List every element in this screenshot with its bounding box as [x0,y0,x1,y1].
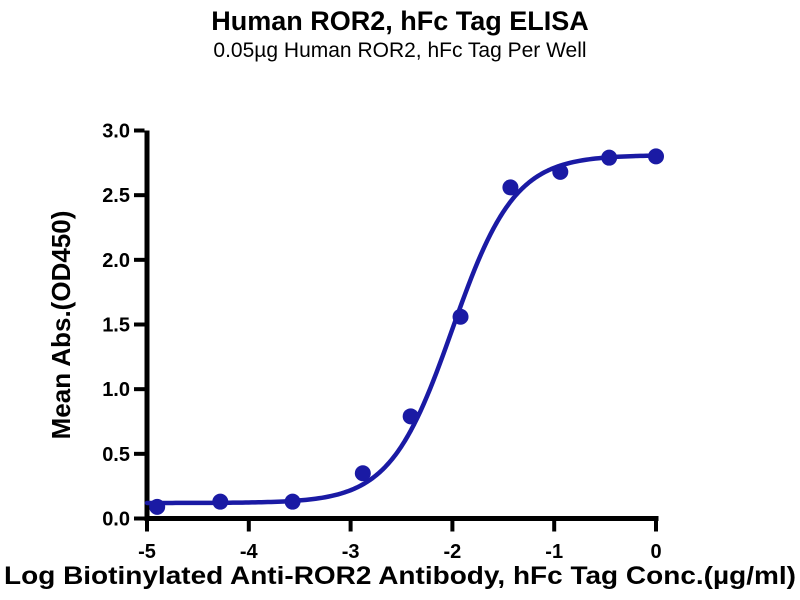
data-point [402,408,419,425]
data-point [212,493,229,510]
data-point [354,465,371,482]
x-tick-label: 0 [650,541,661,563]
data-point [601,149,618,166]
y-axis-label: Mean Abs.(OD450) [46,211,76,440]
axes [144,130,659,521]
data-point [284,493,301,510]
y-tick-label: 1.0 [102,379,130,401]
y-tick-label: 2.5 [102,185,130,207]
x-tick-label: -5 [138,541,156,563]
fit-curve-layer [144,153,659,506]
x-tick-label: -2 [444,541,462,563]
y-tick-label: 0.0 [102,509,130,531]
data-point [149,498,166,515]
y-tick-label: 1.5 [102,315,130,337]
x-axis-label: Log Biotinylated Anti-ROR2 Antibody, hFc… [4,562,796,590]
chart-title: Human ROR2, hFc Tag ELISA [211,6,589,36]
fit-curve [144,153,659,506]
data-point [452,308,469,325]
x-tick-label: -1 [545,541,563,563]
data-point [648,148,664,165]
y-tick-label: 3.0 [102,121,130,143]
data-point [552,163,569,180]
data-point [502,179,519,196]
data-points-layer [149,148,664,515]
x-tick-label: -3 [342,541,360,563]
y-tick-label: 0.5 [102,444,130,466]
chart-subtitle: 0.05µg Human ROR2, hFc Tag Per Well [213,39,586,62]
x-tick-label: -4 [240,541,259,563]
y-tick-label: 2.0 [102,250,130,272]
tick-marks-and-labels: -5 -4 -3 -2 -1 0 0.0 0.5 1.0 1.5 2.0 2.5 3.0 [102,121,661,564]
